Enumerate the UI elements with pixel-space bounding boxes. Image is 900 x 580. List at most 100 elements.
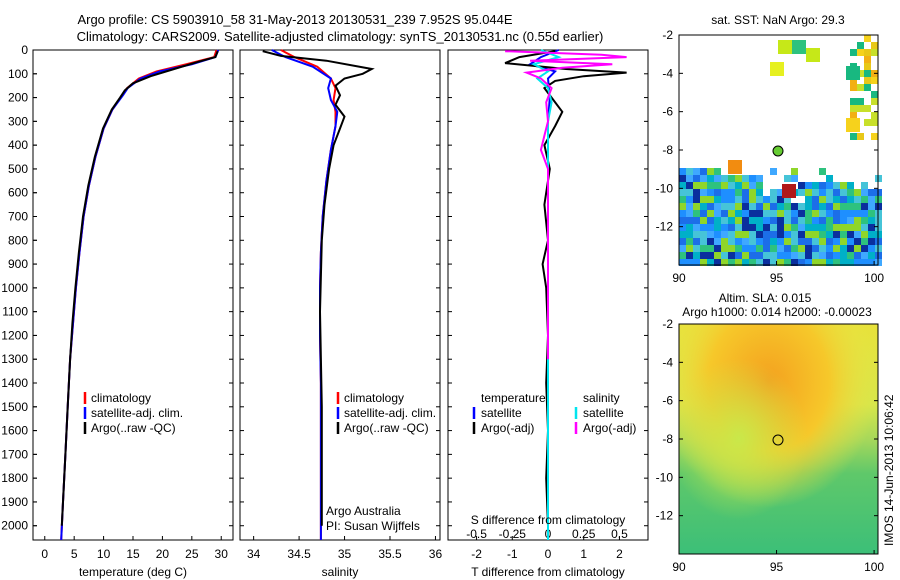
sst-x-ticks: 90 95 100: [672, 261, 884, 285]
sst-cell: [791, 259, 798, 266]
sst-cell: [714, 182, 721, 189]
x-tick-label: 36: [429, 547, 443, 561]
sst-cell: [833, 252, 840, 259]
sst-cell: [679, 175, 686, 182]
footer-argo-australia: Argo Australia: [326, 504, 401, 518]
sst-cell: [721, 189, 728, 196]
sst-cell: [686, 245, 693, 252]
sst-cell: [728, 224, 735, 231]
sst-cell: [707, 245, 714, 252]
sst-cell: [693, 182, 700, 189]
sst-cell: [742, 252, 749, 259]
sst-cell: [791, 231, 798, 238]
depth-tick-label: 1100: [2, 305, 28, 319]
sst-cell: [777, 203, 784, 210]
sst-cell: [864, 105, 871, 112]
sst-cell: [686, 175, 693, 182]
sst-cell: [819, 245, 826, 252]
sst-cell: [756, 175, 763, 182]
sst-cell: [700, 259, 707, 266]
sst-cell: [756, 203, 763, 210]
sst-cell: [868, 210, 875, 217]
x-tick-label: 0: [545, 547, 552, 561]
sst-cell: [777, 252, 784, 259]
sst-cell: [861, 210, 868, 217]
legend-satellite: satellite-adj. clim.: [344, 406, 436, 420]
sst-cell: [777, 217, 784, 224]
sst-cell: [868, 217, 875, 224]
sst-cell: [871, 98, 878, 105]
sst-cell: [833, 245, 840, 252]
sst-cell: [763, 231, 770, 238]
sst-cell: [763, 224, 770, 231]
sst-cell: [857, 70, 864, 77]
sst-cell: [756, 182, 763, 189]
sst-cell: [721, 203, 728, 210]
sst-cell: [784, 203, 791, 210]
legend-climatology: climatology: [91, 391, 151, 405]
sst-cell: [756, 245, 763, 252]
sst-cell: [791, 210, 798, 217]
x-tick-label: 25: [185, 547, 199, 561]
sst-cell: [721, 217, 728, 224]
sst-cell: [700, 224, 707, 231]
sst-cell: [868, 252, 875, 259]
sst-cell: [805, 217, 812, 224]
sst-cell: [749, 238, 756, 245]
series-temperature-argo-adj-: [504, 50, 627, 526]
sst-cell: [854, 210, 861, 217]
legend-climatology: climatology: [344, 391, 404, 405]
sst-cell: [707, 259, 714, 266]
sst-cell: [756, 210, 763, 217]
sst-cell: [749, 203, 756, 210]
sst-cell: [854, 189, 861, 196]
sst-cell: [700, 238, 707, 245]
series-satellite-adj-clim-: [271, 49, 339, 540]
sst-cell: [846, 118, 860, 132]
sst-cell: [805, 231, 812, 238]
sst-cell: [826, 182, 833, 189]
sst-cell: [784, 231, 791, 238]
sst-cell: [749, 189, 756, 196]
sst-cell: [826, 175, 833, 182]
sst-cell: [742, 217, 749, 224]
sst-cell: [728, 259, 735, 266]
y-tick-label: -8: [662, 432, 673, 446]
sst-cell: [770, 62, 784, 76]
x-tick-label: 2: [616, 547, 623, 561]
sst-cell: [693, 231, 700, 238]
temperature-legend: climatology satellite-adj. clim. Argo(..…: [83, 391, 183, 435]
sst-cell: [693, 238, 700, 245]
sst-cell: [805, 252, 812, 259]
sst-cell: [686, 196, 693, 203]
series-satellite-adj-clim-: [60, 49, 220, 541]
sst-cell: [707, 168, 714, 175]
sst-cell: [728, 252, 735, 259]
sst-cell: [812, 231, 819, 238]
sst-cell: [714, 196, 721, 203]
sst-cell: [707, 175, 714, 182]
sst-cell: [819, 210, 826, 217]
legend-temp-satellite: satellite: [481, 406, 522, 420]
sst-cell: [871, 112, 878, 119]
sst-cell: [847, 217, 854, 224]
sla-x-ticks: 90 95 100: [672, 550, 884, 574]
sst-cell: [714, 252, 721, 259]
sst-cell: [679, 203, 686, 210]
difference-legend: temperature satellite Argo(-adj) salinit…: [472, 391, 636, 435]
sst-cell: [749, 175, 756, 182]
y-tick-label: -12: [656, 509, 674, 523]
sst-cell: [850, 98, 857, 105]
x-tick-label: 34: [247, 547, 261, 561]
depth-tick-label: 1500: [1, 400, 28, 414]
sst-cell: [861, 231, 868, 238]
sst-cell: [714, 210, 721, 217]
series-temperature-satellite: [527, 49, 560, 540]
sst-cell: [833, 196, 840, 203]
sst-cell: [784, 259, 791, 266]
sst-cell: [847, 231, 854, 238]
sst-cell: [864, 77, 871, 84]
sst-cell: [871, 133, 878, 140]
y-tick-label: -10: [656, 181, 674, 195]
sst-cell: [749, 210, 756, 217]
